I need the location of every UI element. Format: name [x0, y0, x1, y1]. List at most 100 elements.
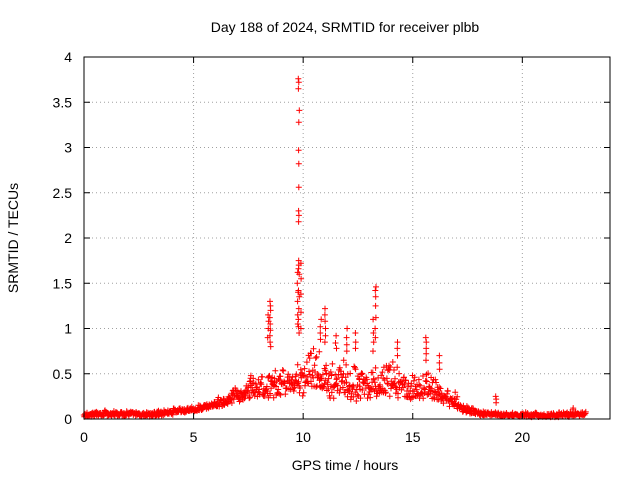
data-point-marker	[493, 399, 500, 406]
data-point-marker	[312, 355, 319, 361]
data-point-marker	[394, 339, 401, 346]
data-point-marker	[325, 375, 332, 382]
data-point-marker	[327, 369, 334, 375]
data-point-marker	[370, 330, 377, 336]
x-tick-label: 0	[80, 429, 88, 445]
data-point-marker	[386, 362, 392, 369]
data-point-marker	[272, 367, 279, 374]
data-point-marker	[369, 369, 376, 376]
data-point-marker	[372, 302, 379, 309]
data-point-marker	[350, 383, 357, 390]
data-point-marker	[267, 377, 274, 384]
data-point-marker	[318, 375, 325, 382]
data-point-marker	[294, 311, 301, 318]
y-tick-label: 2	[64, 230, 72, 246]
data-point-marker	[295, 160, 302, 167]
grid-lines	[84, 57, 610, 419]
data-point-marker	[311, 362, 318, 369]
data-point-marker	[343, 379, 350, 386]
data-point-marker	[423, 378, 430, 385]
data-point-marker	[277, 373, 284, 380]
data-point-marker	[325, 385, 332, 392]
data-point-marker	[423, 339, 430, 346]
data-point-marker	[323, 362, 330, 369]
data-point-marker	[295, 316, 302, 323]
y-tick-label: 3.5	[53, 94, 73, 110]
data-point-marker	[415, 376, 422, 383]
data-point-marker	[294, 361, 301, 368]
data-point-marker	[372, 293, 379, 300]
data-point-marker	[342, 389, 349, 396]
data-point-marker	[437, 385, 444, 392]
data-point-marker	[279, 367, 286, 373]
data-point-marker	[267, 390, 274, 397]
data-point-marker	[333, 375, 340, 382]
data-point-marker	[256, 386, 263, 393]
data-point-marker	[440, 400, 447, 407]
x-tick-label: 10	[295, 429, 311, 445]
data-point-marker	[297, 291, 304, 298]
data-point-marker	[320, 384, 327, 390]
data-point-marker	[352, 339, 359, 346]
data-point-marker	[452, 389, 459, 396]
data-point-marker	[267, 343, 274, 350]
data-point-marker	[317, 323, 324, 330]
data-point-marker	[354, 391, 361, 398]
data-point-marker	[582, 408, 589, 415]
data-point-marker	[333, 345, 340, 352]
axis-ticks: 0 0.5 1 1.5 2 2.5 3 3.5 4 0 5 10 15 20	[53, 49, 610, 445]
data-point-marker	[316, 348, 323, 355]
y-tick-label: 2.5	[53, 185, 73, 201]
data-point-marker	[297, 325, 304, 332]
data-point-marker	[372, 383, 379, 390]
data-point-marker	[275, 386, 282, 393]
data-point-marker	[569, 406, 576, 413]
data-point-marker	[373, 393, 380, 400]
data-point-marker	[353, 398, 360, 404]
data-point-marker	[265, 373, 272, 380]
data-point-marker	[330, 395, 337, 402]
data-point-marker	[343, 334, 350, 341]
y-tick-label: 4	[64, 49, 72, 65]
data-point-marker	[372, 334, 379, 341]
data-point-marker	[389, 359, 396, 365]
data-point-marker	[297, 385, 304, 391]
data-point-marker	[295, 119, 302, 126]
data-point-marker	[370, 316, 377, 323]
data-point-marker	[230, 396, 237, 403]
data-point-marker	[432, 376, 439, 383]
data-point-marker	[435, 396, 442, 403]
data-point-marker	[433, 379, 440, 386]
data-point-marker	[359, 370, 366, 377]
data-point-marker	[340, 357, 347, 364]
data-point-marker	[299, 392, 306, 399]
data-point-marker	[352, 366, 359, 373]
y-tick-label: 0.5	[53, 366, 73, 382]
data-point-marker	[317, 330, 324, 336]
y-tick-label: 1	[64, 321, 72, 337]
data-point-marker	[423, 350, 430, 357]
data-point-marker	[410, 377, 417, 384]
chart-title: Day 188 of 2024, SRMTID for receiver plb…	[211, 19, 480, 35]
y-tick-label: 0	[64, 411, 72, 427]
data-point-marker	[417, 382, 424, 389]
data-point-marker	[322, 367, 329, 374]
data-point-marker	[420, 373, 426, 379]
data-point-marker	[350, 393, 357, 400]
data-point-marker	[357, 395, 364, 402]
data-point-marker	[246, 395, 253, 402]
data-point-marker	[290, 388, 297, 394]
data-point-marker	[268, 385, 275, 392]
data-point-marker	[321, 339, 328, 346]
data-point-marker	[295, 218, 302, 225]
data-point-marker	[289, 374, 296, 381]
data-point-marker	[352, 345, 359, 352]
data-point-marker	[258, 381, 265, 388]
data-point-marker	[343, 348, 350, 355]
x-tick-label: 5	[190, 429, 198, 445]
data-point-marker	[416, 381, 423, 388]
data-point-marker	[420, 395, 427, 402]
data-point-marker	[295, 147, 302, 154]
data-points	[80, 75, 589, 421]
data-point-marker	[306, 368, 312, 375]
